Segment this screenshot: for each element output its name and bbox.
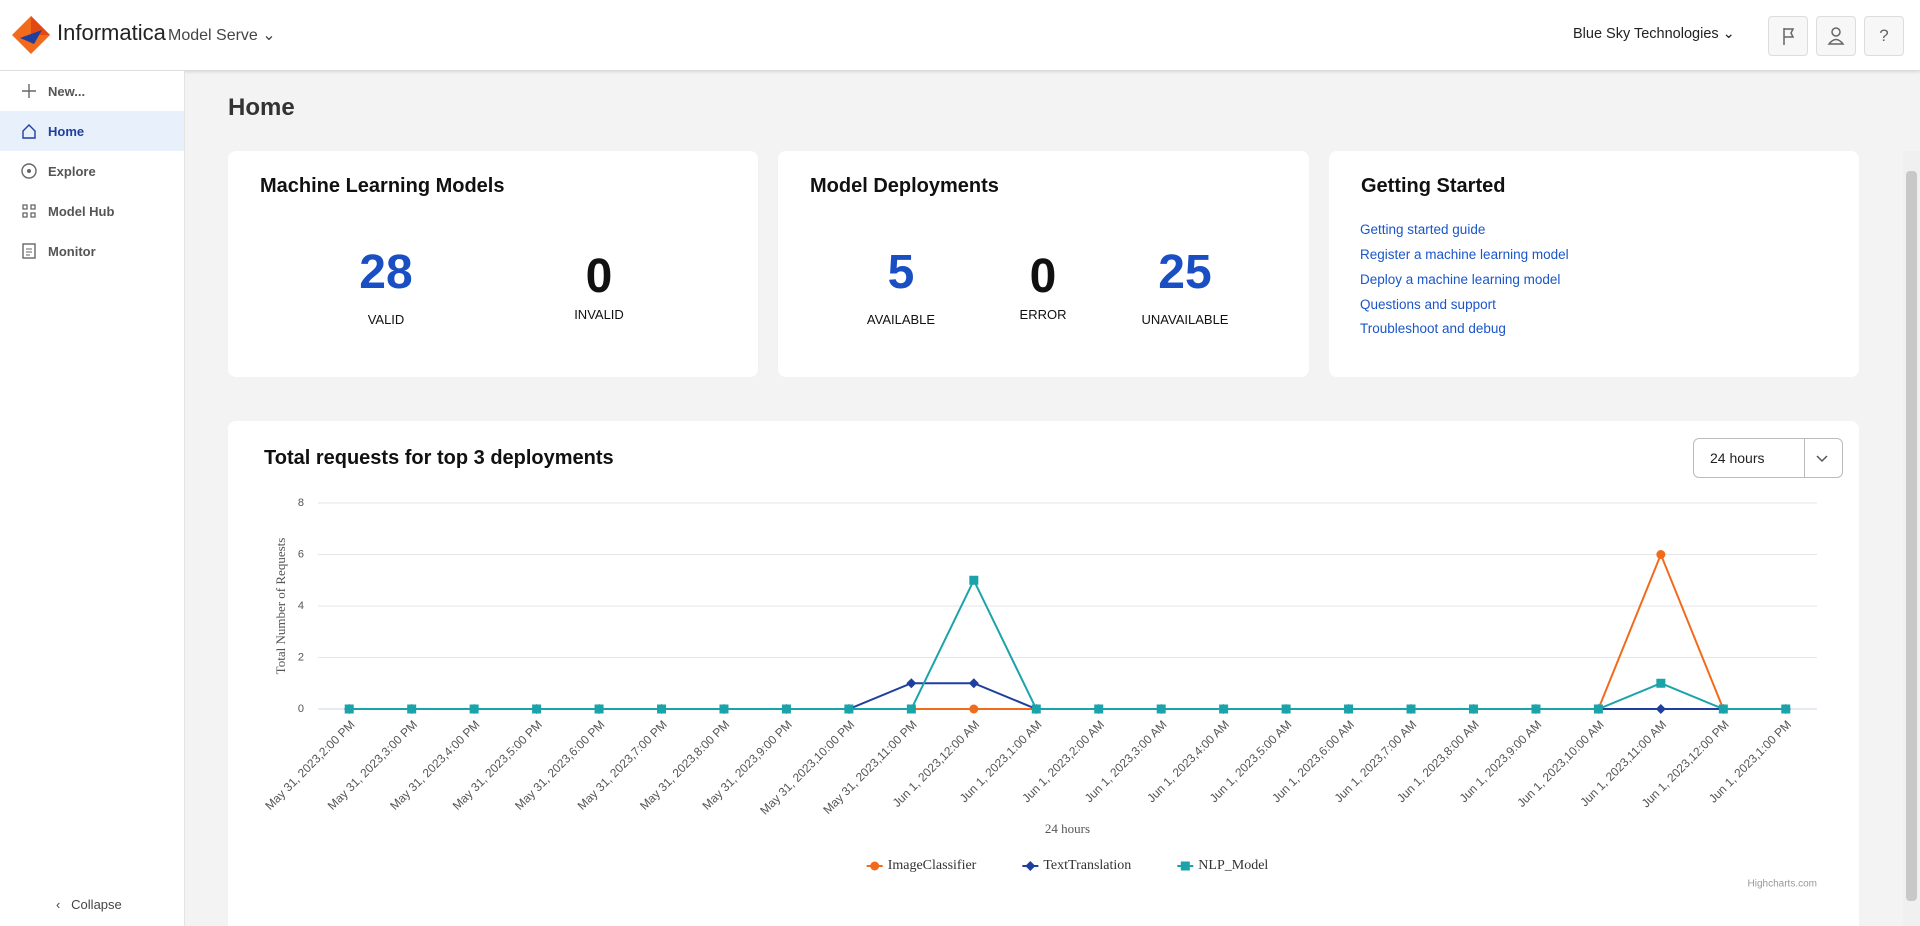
ml-models-card: Machine Learning Models 28 VALID 0 INVAL… [228, 151, 758, 377]
credits: Highcharts.com [1748, 879, 1817, 890]
legend-label: TextTranslation [1043, 858, 1131, 873]
org: Blue Sky Technologies [1573, 26, 1719, 42]
nav-label: Home [48, 123, 85, 139]
stat-label: VALID [367, 312, 405, 327]
marker [968, 678, 979, 689]
y-tick-label: 6 [298, 548, 304, 560]
nav-label: Monitor [48, 243, 96, 259]
marker [1156, 704, 1166, 714]
marker [1219, 704, 1229, 714]
marker [719, 704, 729, 714]
y-tick-label: 2 [298, 651, 304, 663]
stat-label: AVAILABLE [866, 312, 936, 327]
marker [1406, 704, 1416, 714]
marker [532, 704, 542, 714]
marker [657, 704, 667, 714]
link[interactable]: Troubleshoot and debug [1360, 321, 1506, 336]
range-dropdown[interactable]: 24 hours [1693, 438, 1843, 478]
link[interactable]: Getting started guide [1360, 222, 1486, 237]
page-title: Home [228, 94, 295, 121]
marker [1656, 550, 1666, 559]
getting-started-card: Getting Started Getting started guide Re… [1329, 151, 1859, 377]
marker [1281, 704, 1291, 714]
marker [1593, 704, 1603, 714]
marker [1656, 678, 1666, 688]
user-button[interactable] [1816, 16, 1856, 56]
marker [1468, 704, 1478, 714]
stat-value: 25 [1158, 246, 1212, 299]
collapse-button[interactable]: ‹ Collapse [56, 897, 122, 912]
product-switcher[interactable]: Model Serve ⌄ [168, 27, 276, 44]
legend: ImageClassifier TextTranslation NLP_Model [866, 858, 1268, 873]
marker [781, 704, 791, 714]
marker [906, 704, 916, 714]
card-title: Getting Started [1361, 175, 1506, 197]
chart-card: Total requests for top 3 deployments 24 … [228, 421, 1859, 926]
nav-label: Explore [48, 163, 96, 179]
series-line [349, 577, 1786, 710]
stat-label: UNAVAILABLE [1141, 312, 1229, 327]
x-axis-title: 24 hours [1045, 821, 1090, 836]
nav-new[interactable]: New... [0, 71, 184, 111]
card-title: Machine Learning Models [260, 175, 505, 197]
stat-value: 28 [359, 246, 413, 299]
brand: Informatica [57, 20, 166, 45]
nav-model-hub[interactable]: Model Hub [0, 191, 184, 231]
nav-label: Model Hub [48, 203, 115, 219]
org-switcher[interactable]: Blue Sky Technologies ⌄ [1573, 26, 1735, 42]
legend-label: NLP_Model [1198, 858, 1268, 873]
header: Informatica Model Serve ⌄ Blue Sky Techn… [0, 0, 1920, 71]
series-line [349, 551, 1786, 710]
scrollbar [1903, 151, 1920, 926]
marker [1025, 861, 1036, 871]
marker [1655, 704, 1666, 714]
product: Model Serve [168, 27, 258, 44]
marker [870, 861, 880, 871]
marker [469, 704, 479, 714]
help-button[interactable]: ? [1864, 16, 1904, 56]
marker [594, 704, 604, 714]
y-tick-label: 0 [298, 703, 304, 715]
marker [1180, 861, 1190, 871]
stat-value: 5 [887, 246, 915, 299]
y-axis-title: Total Number of Requests [273, 538, 288, 675]
marker [844, 704, 854, 714]
logo [12, 16, 50, 54]
flag-button[interactable] [1768, 16, 1808, 56]
marker [969, 704, 979, 714]
link[interactable]: Deploy a machine learning model [1360, 272, 1561, 287]
nav-monitor[interactable]: Monitor [0, 231, 184, 271]
marker [1781, 704, 1791, 714]
card-title: Model Deployments [810, 175, 999, 197]
y-tick-label: 4 [298, 600, 304, 612]
marker [1718, 704, 1728, 714]
nav-explore[interactable]: Explore [0, 151, 184, 191]
marker [344, 704, 354, 714]
marker [1344, 704, 1354, 714]
stat-label: INVALID [574, 307, 624, 322]
marker [1094, 704, 1104, 714]
marker [1531, 704, 1541, 714]
marker [906, 678, 917, 689]
stat-label: ERROR [1019, 307, 1067, 322]
nav-label: New... [48, 83, 86, 99]
link[interactable]: Questions and support [1360, 297, 1496, 312]
legend-label: ImageClassifier [888, 858, 977, 873]
sidebar: New... Home Explore Model Hub Monitor ‹ … [0, 71, 185, 926]
collapse-label: Collapse [71, 897, 122, 912]
marker [1031, 704, 1041, 714]
series-line [349, 682, 1786, 710]
link[interactable]: Register a machine learning model [1360, 247, 1569, 262]
chart-title: Total requests for top 3 deployments [264, 447, 614, 469]
y-tick-label: 8 [298, 497, 304, 509]
nav-home[interactable]: Home [0, 111, 184, 151]
marker [969, 575, 979, 585]
marker [407, 704, 417, 714]
stat-value: 0 [1029, 250, 1057, 303]
dropdown-value: 24 hours [1710, 450, 1765, 466]
stat-value: 0 [585, 250, 613, 303]
deployments-card: Model Deployments 5 AVAILABLE 0 ERROR 25… [778, 151, 1309, 377]
